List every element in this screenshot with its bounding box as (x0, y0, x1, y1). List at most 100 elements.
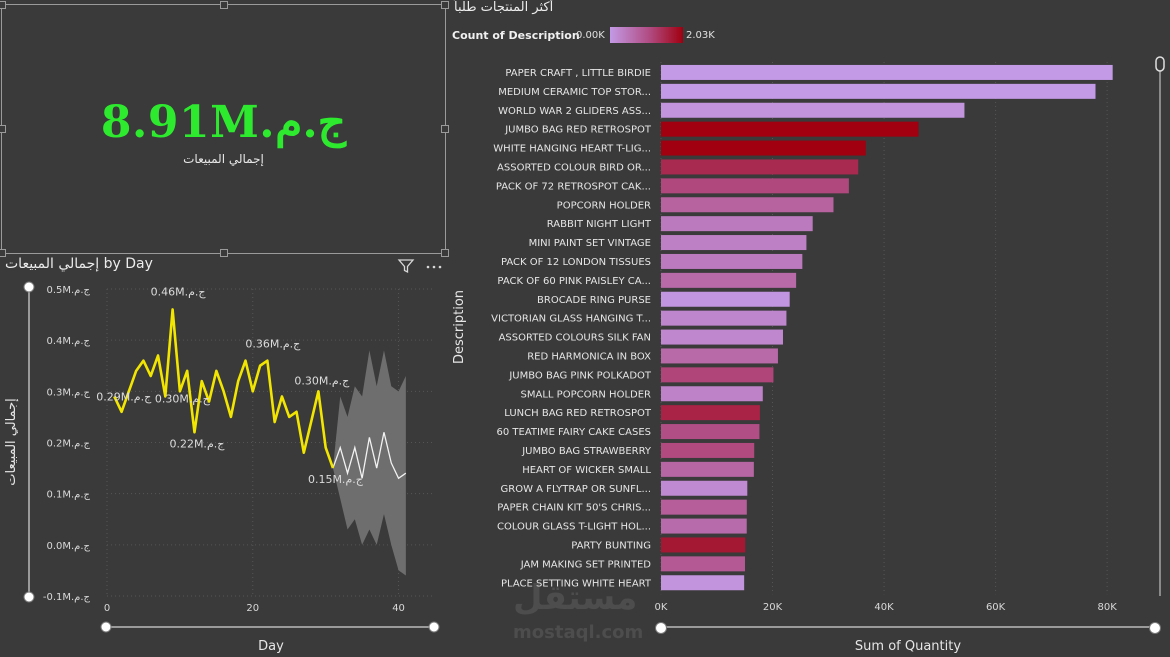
bar[interactable] (661, 348, 778, 364)
line-data-label: 0.30M.ج.م (294, 374, 350, 387)
bar-zoom-slider-handle[interactable] (655, 622, 667, 634)
line-y-tick-label: 0.5M.ج.م (46, 285, 90, 296)
bar[interactable] (661, 386, 763, 402)
bar[interactable] (661, 216, 813, 232)
bar[interactable] (661, 480, 748, 496)
bar-x-tick-label: 80K (1097, 602, 1117, 613)
kpi-card[interactable]: 8.91M.ج.م إجمالي المبيعات (0, 1, 449, 257)
filter-icon[interactable] (397, 258, 415, 274)
y-zoom-slider-handle[interactable] (23, 281, 35, 293)
bar[interactable] (661, 575, 745, 591)
resize-handle[interactable] (0, 125, 6, 133)
legend-max-label: 2.03K (686, 30, 715, 41)
line-data-label: 0.46M.ج.م (151, 285, 207, 298)
sales-line[interactable] (113, 308, 335, 469)
bar-category-label: COLOUR GLASS T-LIGHT HOL... (497, 522, 651, 533)
resize-handle[interactable] (0, 249, 6, 257)
bar[interactable] (661, 235, 807, 251)
bar[interactable] (661, 367, 774, 383)
forecast-line[interactable] (332, 432, 407, 480)
line-x-axis-title: Day (258, 639, 284, 654)
y-zoom-slider-handle[interactable] (23, 591, 35, 603)
bar-category-label: PACK OF 60 PINK PAISLEY CA... (497, 276, 651, 287)
resize-handle[interactable] (0, 1, 6, 9)
bar[interactable] (661, 518, 747, 534)
bar-category-label: WHITE HANGING HEART T-LIG... (493, 144, 651, 155)
bar-category-label: WORLD WAR 2 GLIDERS ASS... (498, 106, 651, 117)
bar-category-label: PACK OF 72 RETROSPOT CAK... (496, 181, 651, 192)
bar-category-label: HEART OF WICKER SMALL (522, 465, 651, 476)
bar-x-tick-label: 40K (874, 602, 894, 613)
bar[interactable] (661, 329, 783, 345)
line-y-tick-label: 0.4M.ج.م (46, 336, 90, 347)
line-data-label: 0.22M.ج.م (169, 437, 225, 450)
bar-category-label: BROCADE RING PURSE (537, 295, 651, 306)
bar-category-label: PACK OF 12 LONDON TISSUES (501, 257, 651, 268)
bar-y-axis-title: Description (452, 290, 467, 364)
bar-category-label: POPCORN HOLDER (557, 200, 651, 211)
x-zoom-slider-handle[interactable] (100, 621, 112, 633)
watermark-logo: مستقل (513, 578, 638, 618)
bar[interactable] (661, 461, 754, 477)
line-x-tick-label: 0 (104, 603, 110, 614)
bar-category-label: JUMBO BAG PINK POLKADOT (508, 370, 652, 381)
x-zoom-slider-handle[interactable] (428, 621, 440, 633)
line-y-tick-label: 0.3M.ج.م (46, 387, 90, 398)
bar[interactable] (661, 102, 965, 118)
line-y-tick-label: 0.2M.ج.م (46, 439, 90, 450)
bar[interactable] (661, 83, 1096, 99)
bar[interactable] (661, 424, 760, 440)
resize-handle[interactable] (441, 125, 449, 133)
bar-x-tick-label: 20K (763, 602, 783, 613)
legend-title: Count of Description (452, 29, 580, 42)
bar[interactable] (661, 253, 803, 269)
bar[interactable] (661, 310, 787, 326)
bar[interactable] (661, 159, 859, 175)
bar-category-label: PLACE SETTING WHITE HEART (501, 578, 652, 589)
line-data-label: 0.30M.ج.م (155, 392, 211, 405)
more-options-icon[interactable] (425, 258, 443, 274)
bar-category-label: MINI PAINT SET VINTAGE (529, 238, 651, 249)
bar[interactable] (661, 64, 1113, 80)
line-y-axis-title: إجمالي المبيعات (4, 398, 19, 485)
bar[interactable] (661, 556, 745, 572)
bar-x-axis-title: Sum of Quantity (855, 639, 961, 654)
bar-category-label: GROW A FLYTRAP OR SUNFL... (501, 484, 651, 495)
bar-category-label: 60 TEATIME FAIRY CAKE CASES (496, 427, 651, 438)
line-x-tick-label: 40 (392, 603, 405, 614)
legend-min-label: 0.00K (576, 30, 605, 41)
line-y-tick-label: -0.1M.ج.م (43, 592, 91, 603)
bar-zoom-slider-handle[interactable] (1149, 622, 1161, 634)
line-data-label: 0.29M.ج.م (96, 390, 152, 403)
kpi-label: إجمالي المبيعات (183, 152, 264, 166)
bar-category-label: JUMBO BAG RED RETROSPOT (504, 125, 652, 136)
bar[interactable] (661, 140, 866, 156)
resize-handle[interactable] (441, 1, 449, 9)
bar-x-tick-label: 60K (986, 602, 1006, 613)
line-y-tick-label: 0.1M.ج.م (46, 490, 90, 501)
bar-category-label: ASSORTED COLOUR BIRD OR... (497, 162, 651, 173)
bar[interactable] (661, 178, 849, 194)
line-y-tick-label: 0.0M.ج.م (46, 541, 90, 552)
bar[interactable] (661, 405, 760, 421)
bar[interactable] (661, 499, 747, 515)
resize-handle[interactable] (220, 249, 228, 257)
bar[interactable] (661, 537, 746, 553)
bar[interactable] (661, 121, 919, 137)
resize-handle[interactable] (220, 1, 228, 9)
resize-handle[interactable] (441, 249, 449, 257)
bar-scrollbar-thumb[interactable] (1155, 56, 1165, 72)
forecast-confidence-band (332, 350, 406, 576)
bar[interactable] (661, 272, 797, 288)
bar-x-tick-label: 0K (655, 602, 668, 613)
legend-gradient (610, 27, 683, 43)
bar[interactable] (661, 291, 790, 307)
bar-category-label: ASSORTED COLOURS SILK FAN (499, 333, 651, 344)
line-x-tick-label: 20 (246, 603, 259, 614)
bar-category-label: VICTORIAN GLASS HANGING T... (491, 314, 651, 325)
bar-category-label: RABBIT NIGHT LIGHT (547, 219, 652, 230)
bar[interactable] (661, 442, 755, 458)
bar[interactable] (661, 197, 834, 213)
bar-category-label: SMALL POPCORN HOLDER (521, 389, 652, 400)
